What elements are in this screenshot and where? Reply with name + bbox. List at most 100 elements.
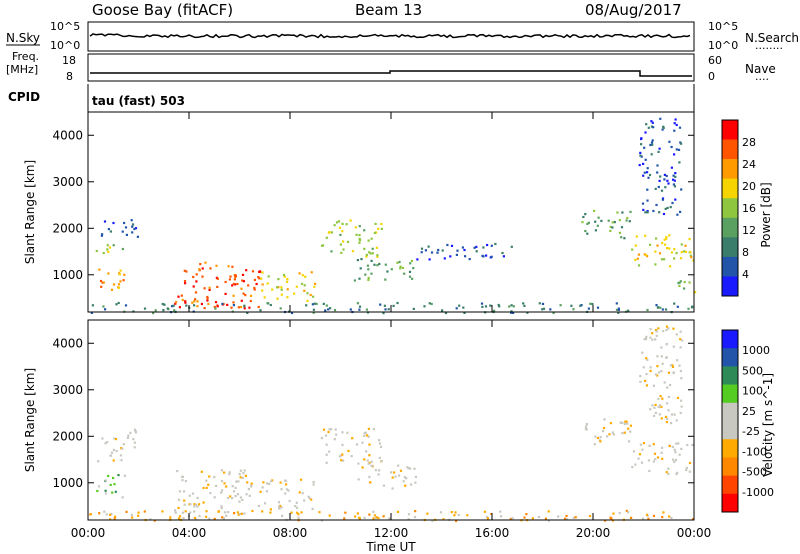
- power-cell: [616, 211, 619, 214]
- velocity-cell: [297, 513, 300, 516]
- velocity-cell: [599, 436, 602, 439]
- velocity-cell: [303, 499, 306, 502]
- velocity-cell: [217, 510, 220, 513]
- power-cell: [481, 254, 484, 257]
- velocity-cell: [675, 419, 678, 422]
- power-cell: [112, 244, 115, 247]
- power-cell: [618, 231, 621, 234]
- power-cell: [339, 243, 342, 246]
- velocity-cell: [644, 338, 648, 341]
- velocity-cell: [335, 433, 338, 436]
- power-cell: [396, 301, 399, 305]
- power-cell: [680, 243, 683, 246]
- power-cell: [365, 255, 368, 258]
- power-cell: [410, 259, 413, 263]
- power-cell: [370, 259, 373, 262]
- power-cell: [428, 258, 431, 261]
- power-cell: [107, 272, 110, 275]
- power-cell: [368, 251, 371, 254]
- power-cell: [652, 209, 655, 213]
- power-cell: [690, 256, 693, 259]
- power-cell: [559, 304, 562, 307]
- power-cell: [313, 285, 316, 288]
- freq-panel-frame: [87, 53, 695, 82]
- power-cell: [673, 257, 676, 260]
- power-cell: [424, 249, 427, 252]
- velocity-cell: [327, 430, 330, 434]
- power-cell: [634, 258, 637, 261]
- power-cell: [623, 237, 626, 240]
- power-cell: [349, 308, 352, 311]
- velocity-cell: [609, 422, 612, 425]
- velocity-ylabel: Slant Range [km]: [23, 368, 37, 472]
- power-cell: [232, 301, 235, 304]
- velocity-cell: [645, 384, 648, 387]
- velocity-cell: [191, 492, 195, 495]
- velocity-cell: [240, 512, 243, 515]
- power-cell: [384, 308, 387, 311]
- power-cell: [206, 299, 209, 302]
- power-cell: [107, 228, 110, 231]
- power-colorbar-segment: [722, 237, 738, 258]
- power-cell: [271, 288, 274, 291]
- velocity-cell: [612, 433, 615, 436]
- velocity-cell: [659, 395, 662, 398]
- velocity-cell: [246, 481, 249, 484]
- power-cell: [267, 275, 270, 278]
- power-cell: [376, 255, 379, 258]
- power-cell: [106, 244, 109, 247]
- velocity-cell: [248, 494, 251, 497]
- power-cell: [245, 269, 248, 272]
- velocity-cell: [229, 495, 232, 498]
- velocity-cell: [596, 436, 600, 440]
- power-cell: [249, 299, 252, 303]
- power-cell: [266, 282, 269, 285]
- power-cell: [428, 302, 431, 305]
- velocity-cell: [121, 447, 124, 450]
- velocity-cell: [642, 442, 645, 445]
- velocity-cell: [394, 475, 397, 478]
- power-cell: [589, 302, 592, 305]
- power-cell: [310, 271, 313, 274]
- power-cell: [581, 221, 584, 224]
- velocity-cell: [604, 519, 607, 522]
- velocity-cell: [182, 517, 185, 520]
- power-cell: [672, 174, 675, 177]
- power-cell: [109, 230, 112, 233]
- power-cell: [586, 222, 589, 225]
- velocity-cell: [585, 423, 588, 426]
- velocity-cell: [667, 395, 670, 399]
- velocity-cell: [178, 490, 181, 493]
- power-cell: [215, 264, 218, 267]
- velocity-cell: [662, 511, 665, 514]
- velocity-cell: [232, 490, 236, 493]
- power-cell: [662, 212, 666, 216]
- power-cell: [133, 227, 136, 231]
- power-panel-frame: [87, 111, 695, 313]
- power-cell: [586, 232, 589, 235]
- power-cell: [367, 278, 370, 281]
- power-cell: [110, 288, 114, 291]
- velocity-cell: [688, 470, 691, 473]
- power-cell: [183, 269, 186, 272]
- velocity-cell: [184, 480, 187, 483]
- velocity-cell: [178, 515, 182, 518]
- power-cell: [437, 248, 440, 252]
- velocity-cell: [642, 517, 645, 520]
- velocity-cell: [407, 518, 410, 521]
- power-cell: [280, 286, 283, 289]
- power-cell: [335, 221, 339, 224]
- power-cell: [233, 278, 236, 281]
- power-cell: [399, 267, 402, 270]
- velocity-cell: [623, 431, 626, 434]
- power-cell: [351, 250, 355, 253]
- velocity-cell: [373, 514, 376, 517]
- power-cell: [651, 121, 654, 124]
- velocity-cell: [660, 370, 663, 373]
- velocity-cell: [490, 512, 493, 516]
- power-cell: [226, 303, 229, 306]
- power-cell: [655, 304, 658, 307]
- velocity-cell: [125, 510, 128, 513]
- power-cell: [143, 307, 147, 310]
- velocity-cell: [679, 369, 682, 373]
